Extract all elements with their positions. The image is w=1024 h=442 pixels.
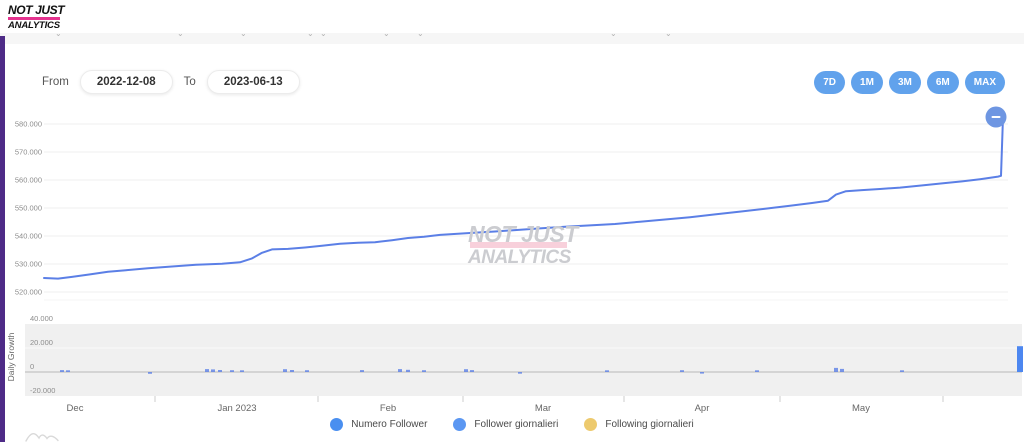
daily-growth-bar xyxy=(700,372,704,374)
mountains-icon[interactable] xyxy=(24,424,62,442)
legend-dot xyxy=(584,418,598,431)
daily-growth-bar xyxy=(1017,346,1023,372)
daily-growth-bar xyxy=(240,370,244,372)
daily-growth-bar xyxy=(360,370,364,372)
chevron-down-icon[interactable]: ⌄ xyxy=(55,29,62,38)
from-label: From xyxy=(42,76,69,88)
watermark-line2: ANALYTICS xyxy=(468,247,571,268)
daily-growth-bar xyxy=(834,367,838,372)
chevron-down-icon[interactable]: ⌄ xyxy=(610,29,617,38)
range-buttons: 7D 1M 3M 6M MAX xyxy=(814,71,1005,94)
chevron-down-icon[interactable]: ⌄ xyxy=(320,29,327,38)
range-button-3m[interactable]: 3M xyxy=(888,71,921,94)
follower-line-chart: 580.000 570.000 560.000 550.000 540.000 530.0… xyxy=(15,106,1008,301)
y-axis-tick-label: 530.000 xyxy=(15,260,42,269)
daily-growth-bar xyxy=(422,370,426,372)
plot-background xyxy=(25,324,1022,396)
daily-growth-bar xyxy=(680,370,684,372)
chevron-down-icon[interactable]: ⌄ xyxy=(177,29,184,38)
y-axis-tick-label: 560.000 xyxy=(15,176,42,185)
watermark-underline xyxy=(470,242,567,248)
daily-growth-bar xyxy=(406,369,410,372)
y-axis-tick-label: 540.000 xyxy=(15,232,42,241)
daily-growth-bar xyxy=(66,370,70,372)
x-axis-month-label: May xyxy=(852,403,870,414)
y-axis-tick-label: 20.000 xyxy=(30,338,53,347)
watermark-line1: NOT JUST xyxy=(468,221,578,247)
legend-item-follower-giornalieri[interactable]: Follower giornalieri xyxy=(453,418,558,431)
daily-growth-bar xyxy=(211,369,215,372)
top-nav-strip: ⌄ ⌄ ⌄ ⌄ ⌄ ⌄ ⌄ ⌄ ⌄ xyxy=(0,29,1024,44)
chevron-down-icon[interactable]: ⌄ xyxy=(417,29,424,38)
legend-label: Follower giornalieri xyxy=(474,419,559,430)
chart-legend: Numero Follower Follower giornalieri Fol… xyxy=(0,418,1024,431)
daily-growth-bar xyxy=(398,369,402,372)
y-axis-tick-label: 40.000 xyxy=(30,314,53,323)
daily-growth-bar xyxy=(290,370,294,372)
date-range-filters: From 2022-12-08 To 2023-06-13 xyxy=(42,70,300,94)
legend-label: Numero Follower xyxy=(351,419,428,430)
daily-growth-bar xyxy=(464,369,468,372)
range-button-max[interactable]: MAX xyxy=(964,71,1005,94)
y-axis-tick-label: 520.000 xyxy=(15,288,42,297)
legend-dot xyxy=(330,418,344,431)
to-date-button[interactable]: 2023-06-13 xyxy=(206,70,300,94)
follower-line xyxy=(43,116,1004,280)
x-axis-month-label: Mar xyxy=(535,403,551,414)
daily-growth-bar xyxy=(148,372,152,374)
range-button-1m[interactable]: 1M xyxy=(851,71,883,94)
x-axis-month-label: Dec xyxy=(67,403,84,414)
brand-logo-line1: NOT JUST xyxy=(8,3,65,17)
daily-growth-bar xyxy=(305,370,309,372)
daily-growth-bar xyxy=(205,369,209,372)
chevron-down-icon[interactable]: ⌄ xyxy=(307,29,314,38)
daily-growth-bar xyxy=(60,370,64,372)
brand-logo-line2: ANALYTICS xyxy=(8,19,60,31)
daily-growth-bar xyxy=(218,370,222,372)
x-axis-month-label: Jan 2023 xyxy=(217,403,256,414)
daily-growth-bar xyxy=(518,372,522,374)
daily-growth-axis-title: Daily Growth xyxy=(6,332,16,382)
range-button-7d[interactable]: 7D xyxy=(814,71,846,94)
daily-growth-bar xyxy=(283,369,287,372)
from-date-button[interactable]: 2022-12-08 xyxy=(79,70,173,94)
legend-label: Following giornalieri xyxy=(605,419,694,430)
y-axis-tick-label: 580.000 xyxy=(15,120,42,129)
sidebar-edge-bar xyxy=(0,36,5,442)
daily-growth-bar xyxy=(840,368,844,372)
y-axis-tick-label: 0 xyxy=(30,362,34,371)
x-axis-month-label: Apr xyxy=(695,403,710,414)
chevron-down-icon[interactable]: ⌄ xyxy=(665,29,672,38)
y-axis-tick-label: 550.000 xyxy=(15,204,42,213)
chevron-down-icon[interactable]: ⌄ xyxy=(240,29,247,38)
x-axis-month-label: Feb xyxy=(380,403,396,414)
y-axis-tick-label: 570.000 xyxy=(15,148,42,157)
daily-growth-bar xyxy=(230,370,234,372)
brand-logo-underline xyxy=(8,17,60,20)
minus-icon xyxy=(991,116,1001,118)
daily-growth-bar xyxy=(755,370,759,372)
daily-growth-bar xyxy=(900,370,904,372)
daily-growth-bar-chart: 40.000 20.000 0 -20.000 Dec Jan 2023 Feb Mar Apr… xyxy=(25,314,1023,414)
brand-logo[interactable]: NOT JUST ANALYTICS xyxy=(8,3,65,31)
daily-growth-bar xyxy=(470,370,474,372)
daily-growth-bar xyxy=(605,370,609,372)
to-label: To xyxy=(183,76,196,88)
legend-dot xyxy=(453,418,467,431)
chevron-down-icon[interactable]: ⌄ xyxy=(383,29,390,38)
legend-item-numero-follower[interactable]: Numero Follower xyxy=(330,418,427,431)
range-button-6m[interactable]: 6M xyxy=(926,71,959,94)
y-axis-tick-label: -20.000 xyxy=(30,386,55,395)
legend-item-following-giornalieri[interactable]: Following giornalieri xyxy=(584,418,694,431)
watermark: NOT JUST ANALYTICS xyxy=(468,221,578,268)
